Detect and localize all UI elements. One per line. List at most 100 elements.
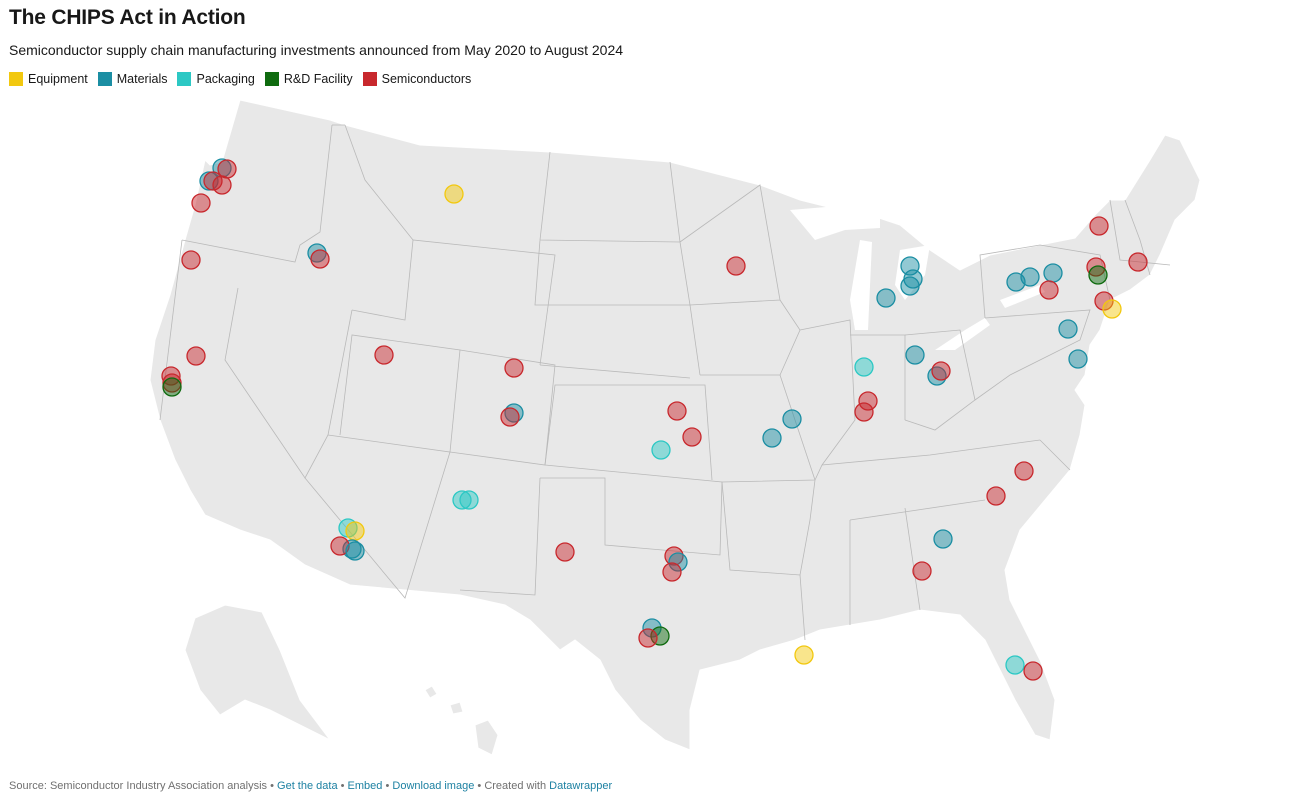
legend-item-semiconductors[interactable]: Semiconductors bbox=[362, 72, 472, 86]
investment-marker-rd[interactable] bbox=[650, 626, 670, 646]
great-lakes bbox=[790, 205, 1045, 350]
investment-marker-semis[interactable] bbox=[181, 250, 201, 270]
separator: • bbox=[340, 780, 345, 792]
legend-label: Semiconductors bbox=[381, 72, 472, 86]
legend-item-packaging[interactable]: Packaging bbox=[177, 72, 255, 86]
investment-marker-semis[interactable] bbox=[555, 542, 575, 562]
state-borders bbox=[159, 124, 1171, 641]
legend-swatch-packaging bbox=[177, 72, 192, 86]
source-text: Source: Semiconductor Industry Associati… bbox=[9, 780, 268, 792]
investment-marker-semis[interactable] bbox=[1128, 252, 1148, 272]
investment-marker-equipment[interactable] bbox=[345, 521, 365, 541]
investment-marker-packaging[interactable] bbox=[452, 490, 472, 510]
investment-marker-materials[interactable] bbox=[782, 409, 802, 429]
investment-marker-materials[interactable] bbox=[905, 345, 925, 365]
state-border bbox=[799, 499, 986, 641]
investment-marker-materials[interactable] bbox=[342, 539, 362, 559]
investment-marker-semis[interactable] bbox=[1023, 661, 1043, 681]
investment-marker-semis[interactable] bbox=[667, 401, 687, 421]
state-border bbox=[449, 349, 691, 466]
contiguous-us bbox=[149, 99, 1201, 751]
hawaii bbox=[424, 685, 499, 756]
investment-marker-semis[interactable] bbox=[1039, 280, 1059, 300]
investment-marker-semis[interactable] bbox=[638, 628, 658, 648]
footer: Source: Semiconductor Industry Associati… bbox=[9, 780, 612, 792]
legend-item-rd[interactable]: R&D Facility bbox=[264, 72, 353, 86]
download-image-link[interactable]: Download image bbox=[392, 780, 475, 792]
state-border bbox=[459, 477, 541, 596]
investment-marker-semis[interactable] bbox=[191, 193, 211, 213]
investment-marker-materials[interactable] bbox=[762, 428, 782, 448]
land bbox=[149, 99, 1201, 756]
legend-swatch-materials bbox=[97, 72, 112, 86]
investment-marker-semis[interactable] bbox=[858, 391, 878, 411]
legend-label: Materials bbox=[116, 72, 168, 86]
investment-marker-semis[interactable] bbox=[1089, 216, 1109, 236]
investment-marker-equipment[interactable] bbox=[1102, 299, 1122, 319]
state-border bbox=[974, 309, 1091, 471]
investment-marker-rd[interactable] bbox=[1088, 265, 1108, 285]
investment-marker-semis[interactable] bbox=[912, 561, 932, 581]
legend-swatch-equipment bbox=[9, 72, 23, 86]
investment-marker-semis[interactable] bbox=[310, 249, 330, 269]
investment-marker-materials[interactable] bbox=[642, 618, 662, 638]
investment-marker-semis[interactable] bbox=[217, 159, 237, 179]
investment-marker-equipment[interactable] bbox=[444, 184, 464, 204]
investment-marker-equipment[interactable] bbox=[794, 645, 814, 665]
investment-marker-materials[interactable] bbox=[1058, 319, 1078, 339]
legend-label: Equipment bbox=[28, 72, 88, 86]
investment-marker-semis[interactable] bbox=[662, 562, 682, 582]
alaska bbox=[184, 604, 331, 741]
separator: • bbox=[270, 780, 274, 792]
created-with-text: Created with bbox=[484, 780, 547, 792]
investment-marker-materials[interactable] bbox=[668, 552, 688, 572]
us-map bbox=[149, 99, 1201, 756]
legend-swatch-semiconductors bbox=[362, 72, 377, 86]
state-border bbox=[332, 124, 414, 241]
investment-marker-materials[interactable] bbox=[933, 529, 953, 549]
embed-link[interactable]: Embed bbox=[347, 780, 383, 792]
legend-item-materials[interactable]: Materials bbox=[97, 72, 168, 86]
investment-marker-semis[interactable] bbox=[1086, 257, 1106, 277]
legend-swatch-rd bbox=[264, 72, 279, 86]
investment-marker-materials[interactable] bbox=[1043, 263, 1063, 283]
investment-marker-packaging[interactable] bbox=[1005, 655, 1025, 675]
investment-marker-semis[interactable] bbox=[500, 407, 520, 427]
investment-marker-packaging[interactable] bbox=[459, 490, 479, 510]
chart-subtitle: Semiconductor supply chain manufacturing… bbox=[9, 42, 624, 58]
state-border bbox=[304, 451, 723, 599]
investment-marker-materials[interactable] bbox=[876, 288, 896, 308]
investment-marker-semis[interactable] bbox=[931, 361, 951, 381]
investment-marker-semis[interactable] bbox=[986, 486, 1006, 506]
separator: • bbox=[477, 780, 482, 792]
investment-marker-packaging[interactable] bbox=[854, 357, 874, 377]
investment-marker-materials[interactable] bbox=[1020, 267, 1040, 287]
legend-label: Packaging bbox=[196, 72, 255, 86]
get-data-link[interactable]: Get the data bbox=[277, 780, 338, 792]
investment-marker-materials[interactable] bbox=[1068, 349, 1088, 369]
investment-marker-semis[interactable] bbox=[682, 427, 702, 447]
investment-marker-semis[interactable] bbox=[726, 256, 746, 276]
datawrapper-link[interactable]: Datawrapper bbox=[549, 780, 613, 792]
state-border bbox=[679, 184, 801, 376]
investment-marker-semis[interactable] bbox=[330, 536, 350, 556]
investment-marker-packaging[interactable] bbox=[651, 440, 671, 460]
investment-marker-semis[interactable] bbox=[212, 175, 232, 195]
investment-marker-semis[interactable] bbox=[1094, 291, 1114, 311]
legend: Equipment Materials Packaging R&D Facili… bbox=[9, 72, 471, 86]
investment-marker-semis[interactable] bbox=[186, 346, 206, 366]
legend-item-equipment[interactable]: Equipment bbox=[9, 72, 88, 86]
investment-marker-semis[interactable] bbox=[374, 345, 394, 365]
investment-marker-semis[interactable] bbox=[854, 402, 874, 422]
investment-marker-rd[interactable] bbox=[162, 377, 182, 397]
investment-markers bbox=[161, 158, 1148, 681]
legend-label: R&D Facility bbox=[283, 72, 353, 86]
investment-marker-semis[interactable] bbox=[504, 358, 524, 378]
state-border bbox=[181, 124, 333, 263]
investment-marker-materials[interactable] bbox=[345, 541, 365, 561]
state-border bbox=[544, 304, 713, 481]
separator: • bbox=[385, 780, 390, 792]
investment-marker-semis[interactable] bbox=[1014, 461, 1034, 481]
state-border bbox=[1109, 199, 1171, 276]
investment-marker-materials[interactable] bbox=[900, 276, 920, 296]
